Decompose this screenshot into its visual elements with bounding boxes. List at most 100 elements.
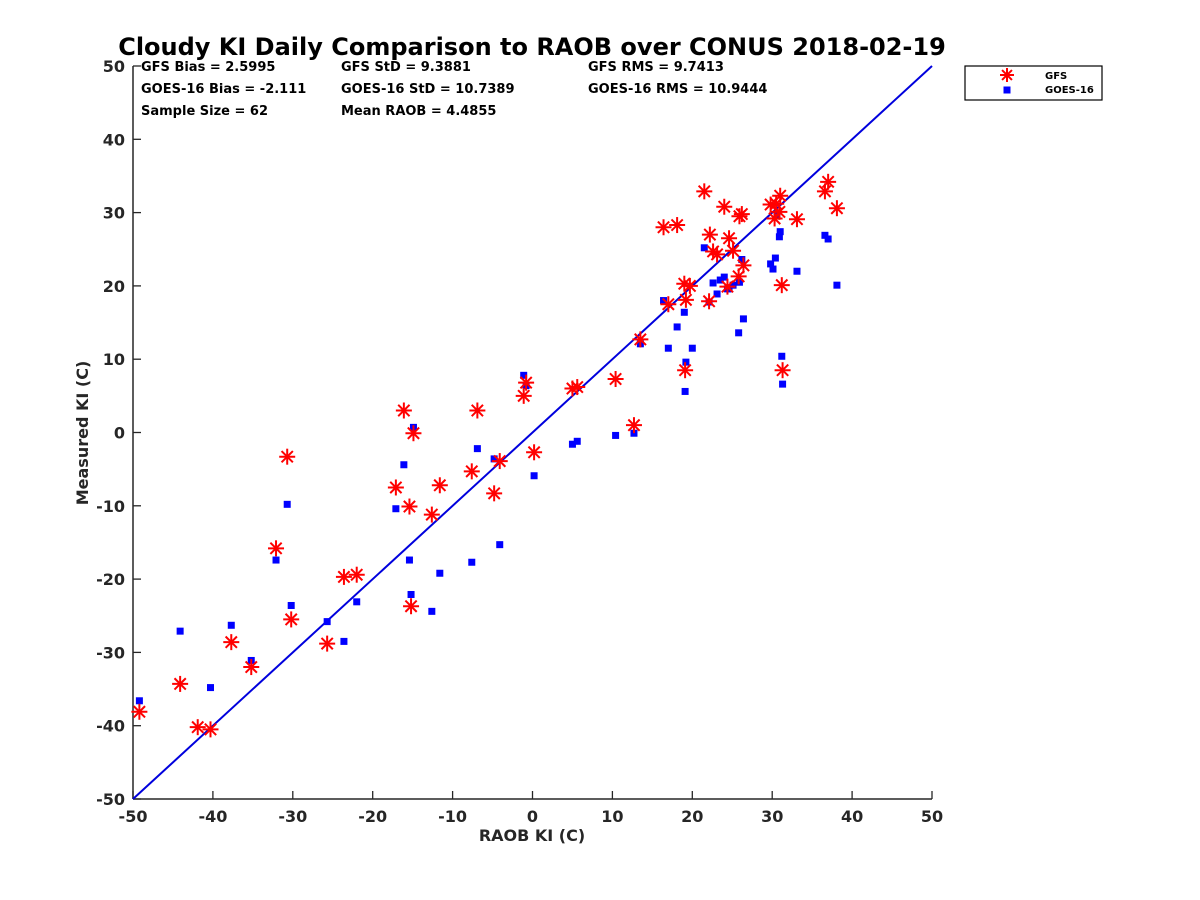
x-tick-label: 50: [921, 807, 943, 826]
gfs-point: [283, 611, 300, 628]
gfs-point: [655, 219, 672, 236]
gfs-point: [696, 183, 713, 200]
gfs-point: [526, 444, 543, 461]
goes16-point: [340, 637, 348, 645]
gfs-point: [735, 257, 752, 274]
goes16-point: [176, 627, 184, 635]
x-tick-label: -50: [119, 807, 148, 826]
x-tick-label: 40: [841, 807, 863, 826]
goes16-point: [573, 437, 581, 445]
gfs-point: [677, 362, 694, 379]
gfs-point: [625, 417, 642, 434]
goes16-point: [716, 276, 724, 284]
goes16-point: [283, 500, 291, 508]
legend-gfs-asterisk: [1000, 68, 1014, 82]
chart-title: Cloudy KI Daily Comparison to RAOB over …: [118, 33, 946, 61]
goes16-point: [700, 244, 708, 252]
goes16-point: [673, 323, 681, 331]
goes16-point: [468, 558, 476, 566]
goes16-point: [630, 429, 638, 437]
goes16-point: [428, 607, 436, 615]
x-tick-label: -30: [278, 807, 307, 826]
one-to-one-line: [132, 65, 933, 800]
gfs-point: [709, 246, 726, 263]
gfs-point: [669, 217, 686, 234]
gfs-point: [491, 453, 508, 470]
gfs-point: [268, 540, 285, 557]
gfs-point: [788, 211, 805, 228]
goes16-point: [824, 235, 832, 243]
gfs-point: [632, 331, 649, 348]
gfs-point: [607, 370, 624, 387]
plot-area: -50 -40 -30 -20 -10 0 10 20 30 40 50 50 40 30 20 10 0 -10…: [96, 57, 943, 826]
goes16-point: [720, 273, 728, 281]
gfs-point: [395, 402, 412, 419]
goes16-point: [272, 556, 280, 564]
gfs-point: [469, 402, 486, 419]
goes16-point: [400, 461, 408, 469]
gfs-std-text: GFS StD = 9.3881: [341, 60, 471, 75]
legend-box: [964, 65, 1103, 101]
goes16-point: [821, 231, 829, 239]
goes16-point: [135, 697, 143, 705]
gfs-point: [319, 635, 336, 652]
goes16-point: [779, 380, 787, 388]
goes16-point: [207, 684, 215, 692]
goes16-point: [769, 265, 777, 273]
gfs-point: [486, 485, 503, 502]
gfs-point: [403, 598, 420, 615]
goes16-point: [287, 601, 295, 609]
gfs-point: [189, 719, 206, 736]
goes16-point: [353, 598, 361, 606]
goes16-point: [530, 472, 538, 480]
gfs-point: [660, 296, 677, 313]
x-tick-label: -20: [358, 807, 387, 826]
x-tick-label: 30: [761, 807, 783, 826]
goes16-point: [778, 352, 786, 360]
goes16-point: [739, 315, 747, 323]
gfs-point: [387, 479, 404, 496]
gfs-point: [518, 374, 535, 391]
y-tick-label: 40: [103, 130, 125, 149]
legend-gfs-label: GFS: [1045, 71, 1067, 82]
goes16-point: [680, 308, 688, 316]
gfs-point: [719, 278, 736, 295]
gfs-point: [701, 293, 718, 310]
gfs-point: [771, 203, 788, 220]
goes16-point: [775, 233, 783, 241]
x-axis-label: RAOB KI (C): [479, 826, 585, 845]
goes16-point: [612, 431, 620, 439]
gfs-point: [733, 206, 750, 223]
y-tick-label: -20: [96, 570, 125, 589]
gfs-point: [681, 277, 698, 294]
gfs-point: [348, 566, 365, 583]
gfs-point: [279, 448, 296, 465]
legend-goes-label: GOES-16: [1045, 85, 1094, 96]
sample-size-text: Sample Size = 62: [141, 104, 268, 119]
goes16-point: [664, 344, 672, 352]
gfs-point: [774, 362, 791, 379]
x-tick-label: -10: [438, 807, 467, 826]
goes16-point: [227, 621, 235, 629]
goes16-point: [735, 329, 743, 337]
goes-rms-text: GOES-16 RMS = 10.9444: [588, 82, 767, 97]
gfs-point: [405, 425, 422, 442]
gfs-point: [721, 230, 738, 247]
gfs-point: [569, 379, 586, 396]
x-tick-label: -40: [198, 807, 227, 826]
gfs-point: [772, 187, 789, 204]
legend-goes-marker: [1003, 86, 1011, 94]
goes16-point: [323, 618, 331, 626]
goes16-point: [405, 556, 413, 564]
y-tick-label: 50: [103, 57, 125, 76]
gfs-point: [423, 506, 440, 523]
x-tick-label: 10: [601, 807, 623, 826]
goes16-point: [688, 344, 696, 352]
goes16-point: [682, 358, 690, 366]
goes16-point: [771, 254, 779, 262]
gfs-point: [223, 634, 240, 651]
y-tick-label: 10: [103, 350, 125, 369]
legend-gfs-marker: [1000, 68, 1014, 82]
